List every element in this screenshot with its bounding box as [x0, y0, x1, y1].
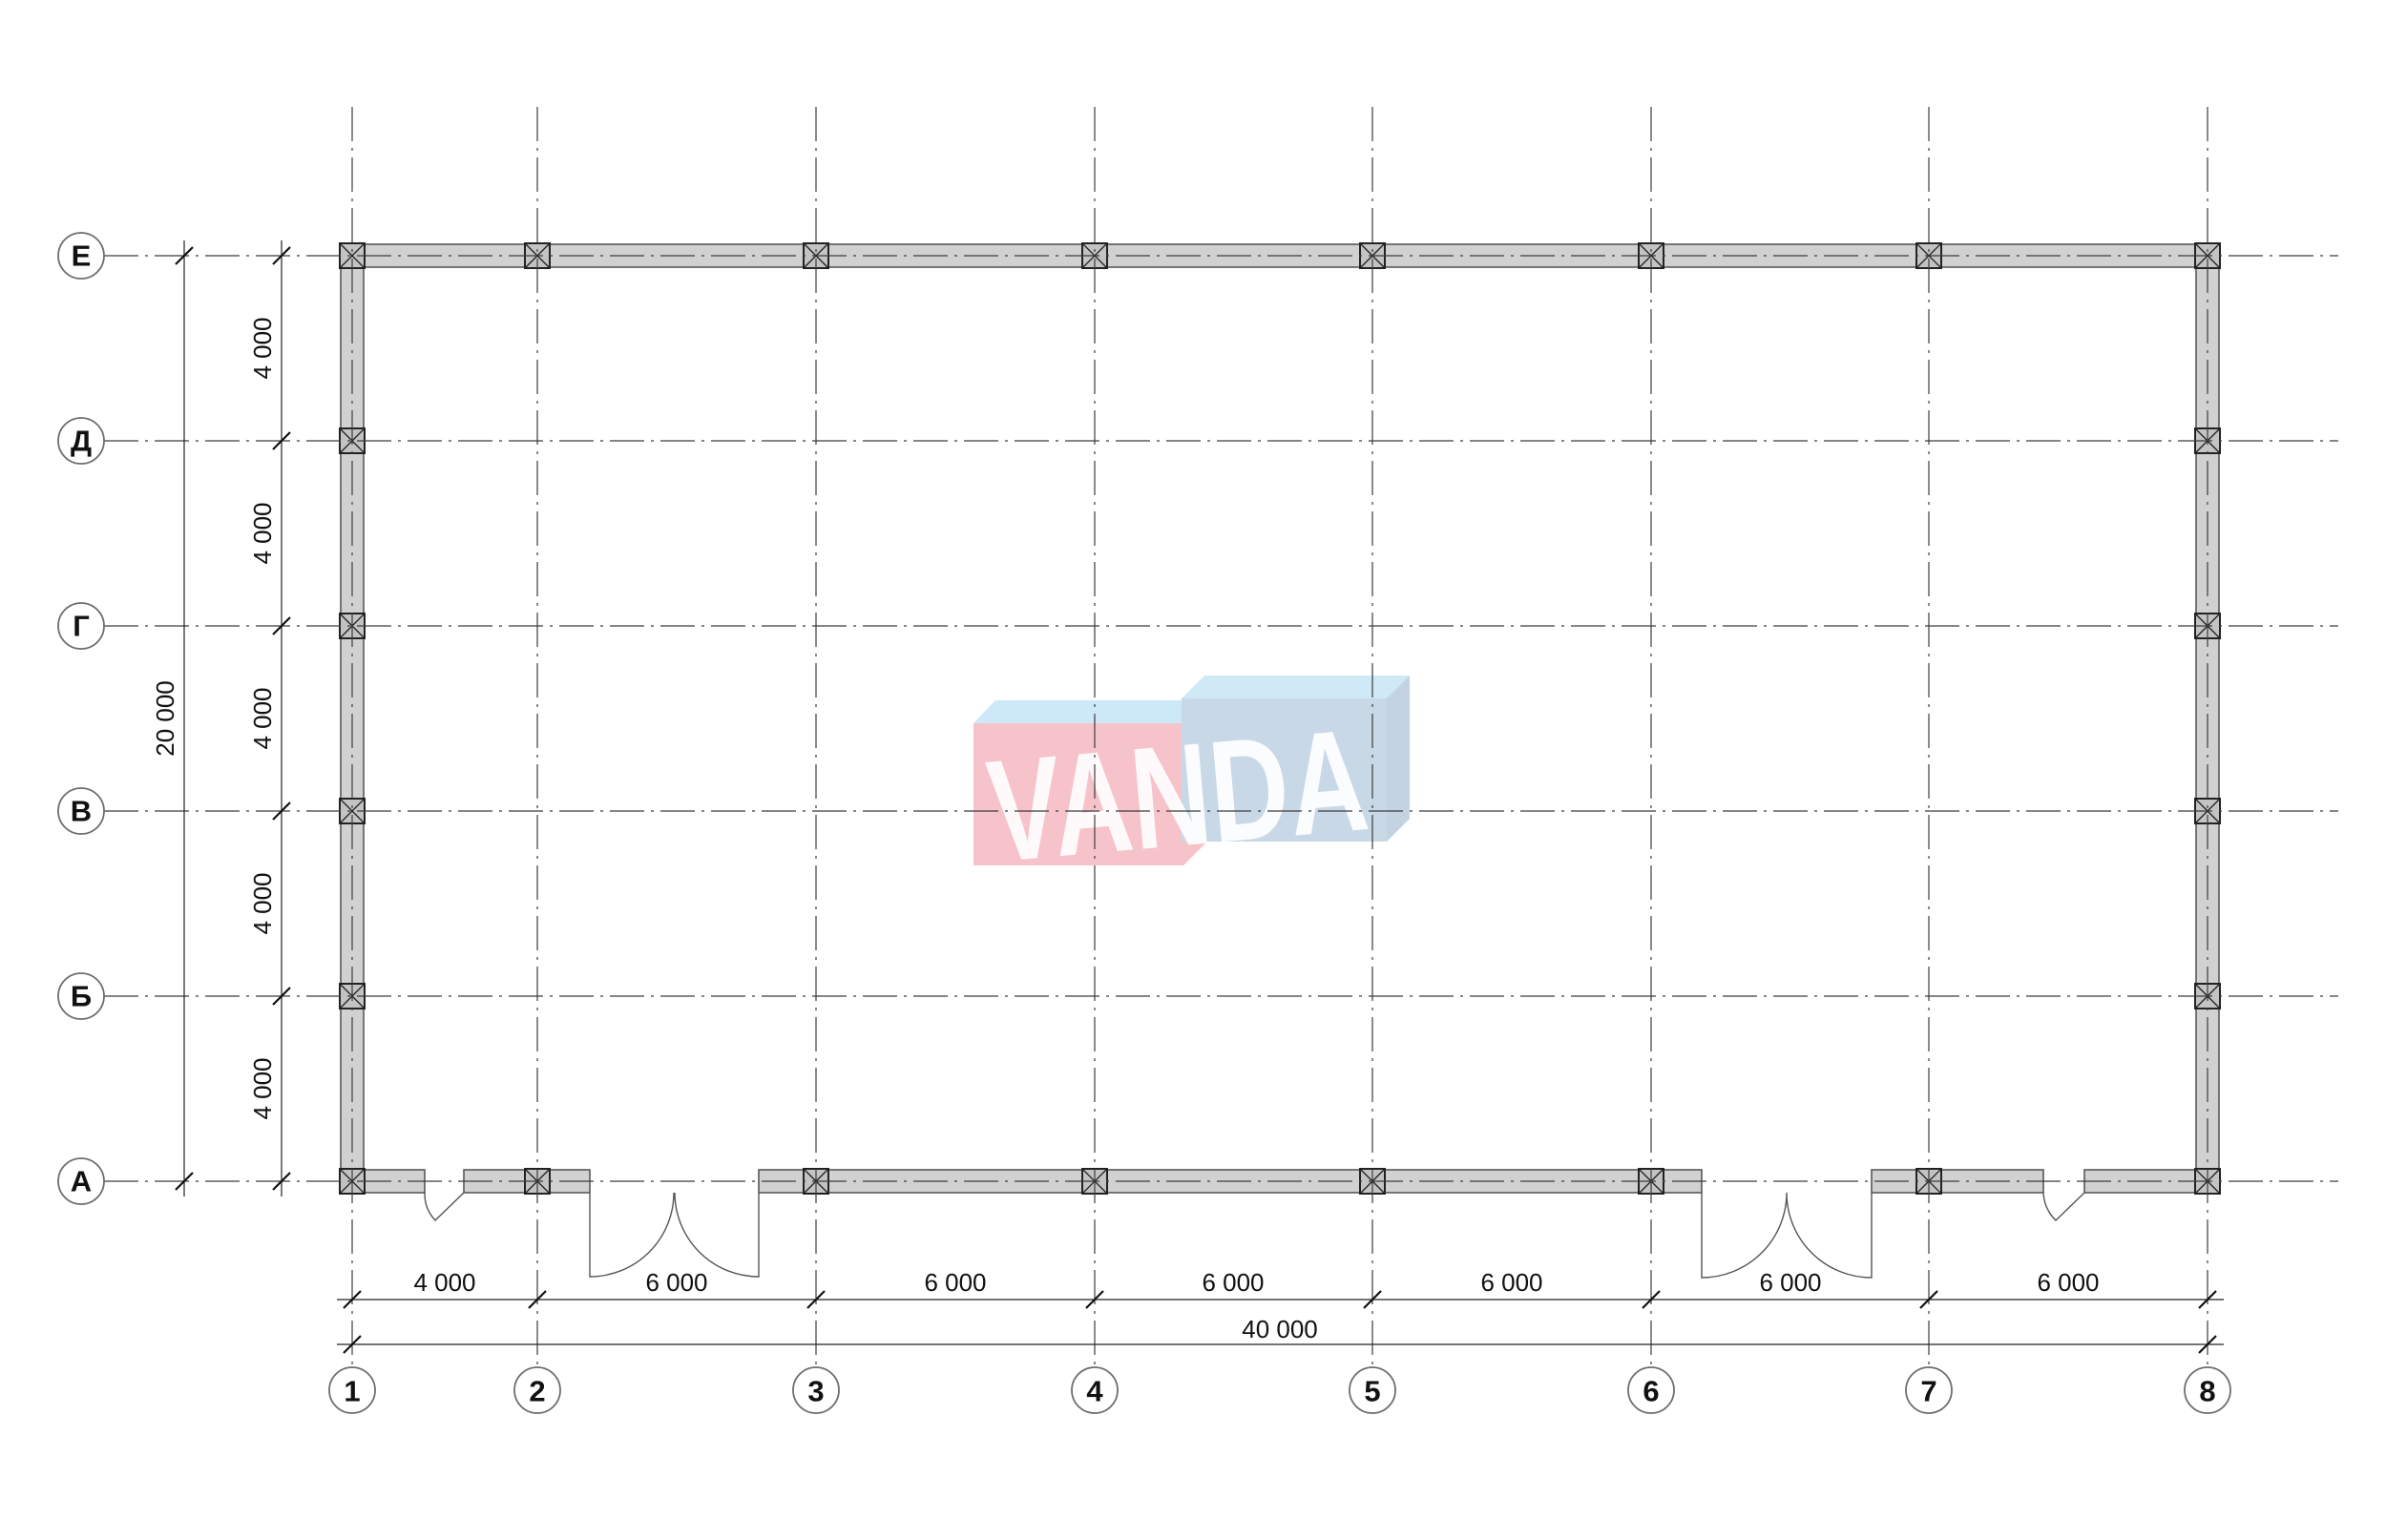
dim-total-label: 20 000 — [151, 680, 179, 757]
axis-bubble — [513, 1366, 561, 1414]
door-single-right — [2042, 1192, 2085, 1221]
axis-bubble — [57, 417, 105, 465]
axis-bubble — [792, 1366, 840, 1414]
logo-text: VANDA — [981, 698, 1373, 893]
col-axis-label: 4 — [1086, 1375, 1103, 1408]
logo-pink-front-face — [973, 723, 1183, 865]
row-axis-label: В — [71, 795, 92, 828]
door-double-left — [589, 1192, 760, 1278]
col-axis-label: 3 — [807, 1375, 824, 1408]
logo-blue-side-face — [1387, 676, 1410, 842]
col-axis-label: 6 — [1643, 1375, 1659, 1408]
row-axis-label: Е — [72, 239, 92, 273]
vanda-watermark-logo: VANDA — [973, 676, 1410, 893]
left-dim-ticks — [175, 246, 291, 1191]
col-axis-label: 5 — [1364, 1375, 1380, 1408]
axis-bubble — [57, 787, 105, 835]
col-axis-label: 8 — [2199, 1375, 2215, 1408]
dim-label: 4 000 — [413, 1268, 475, 1297]
axis-bubble — [1071, 1366, 1119, 1414]
dim-label: 6 000 — [1480, 1268, 1542, 1297]
axis-bubble — [1627, 1366, 1675, 1414]
axis-bubble — [57, 232, 105, 280]
col-axis-label: 1 — [344, 1375, 360, 1408]
row-axis-label: А — [71, 1165, 92, 1198]
row-axis-bubbles: Е Д Г В Б А — [57, 232, 105, 1205]
dim-label: 4 000 — [248, 872, 277, 934]
col-axis-bubbles: 1 2 3 4 5 6 7 8 — [328, 1366, 2231, 1414]
axis-bubble — [57, 602, 105, 650]
grid-lines — [104, 107, 2338, 1367]
axis-bubble — [328, 1366, 376, 1414]
left-dimensions: 4 000 4 000 4 000 4 000 4 000 20 000 — [151, 240, 291, 1197]
dim-label: 4 000 — [248, 502, 277, 564]
row-axis-label: Д — [71, 425, 92, 458]
axis-bubble — [57, 972, 105, 1020]
dim-label: 4 000 — [248, 1057, 277, 1119]
dim-label: 6 000 — [924, 1268, 986, 1297]
logo-blue-top-face — [1182, 676, 1410, 698]
col-axis-label: 7 — [1920, 1375, 1936, 1408]
dim-label: 6 000 — [1759, 1268, 1821, 1297]
door-single-left — [424, 1192, 465, 1221]
row-axis-label: Б — [71, 980, 92, 1013]
bottom-dim-ticks — [343, 1290, 2217, 1354]
dim-label: 6 000 — [645, 1268, 707, 1297]
logo-blue-front-face — [1182, 698, 1387, 842]
axis-bubble — [2184, 1366, 2231, 1414]
doors — [424, 1192, 2085, 1279]
dim-label: 6 000 — [1202, 1268, 1264, 1297]
row-axis-label: Г — [73, 610, 90, 643]
bottom-dimensions: 4 000 6 000 6 000 6 000 6 000 6 000 6 00… — [337, 1268, 2224, 1354]
axis-bubble — [1349, 1366, 1396, 1414]
logo-pink-top-face — [973, 700, 1205, 723]
dim-label: 6 000 — [2037, 1268, 2099, 1297]
dim-label: 4 000 — [248, 317, 277, 379]
axis-bubble — [57, 1157, 105, 1205]
col-axis-label: 2 — [529, 1375, 545, 1408]
dim-label: 4 000 — [248, 687, 277, 749]
axis-bubble — [1905, 1366, 1953, 1414]
door-double-right — [1701, 1192, 1873, 1279]
dim-total-label: 40 000 — [1242, 1315, 1318, 1343]
